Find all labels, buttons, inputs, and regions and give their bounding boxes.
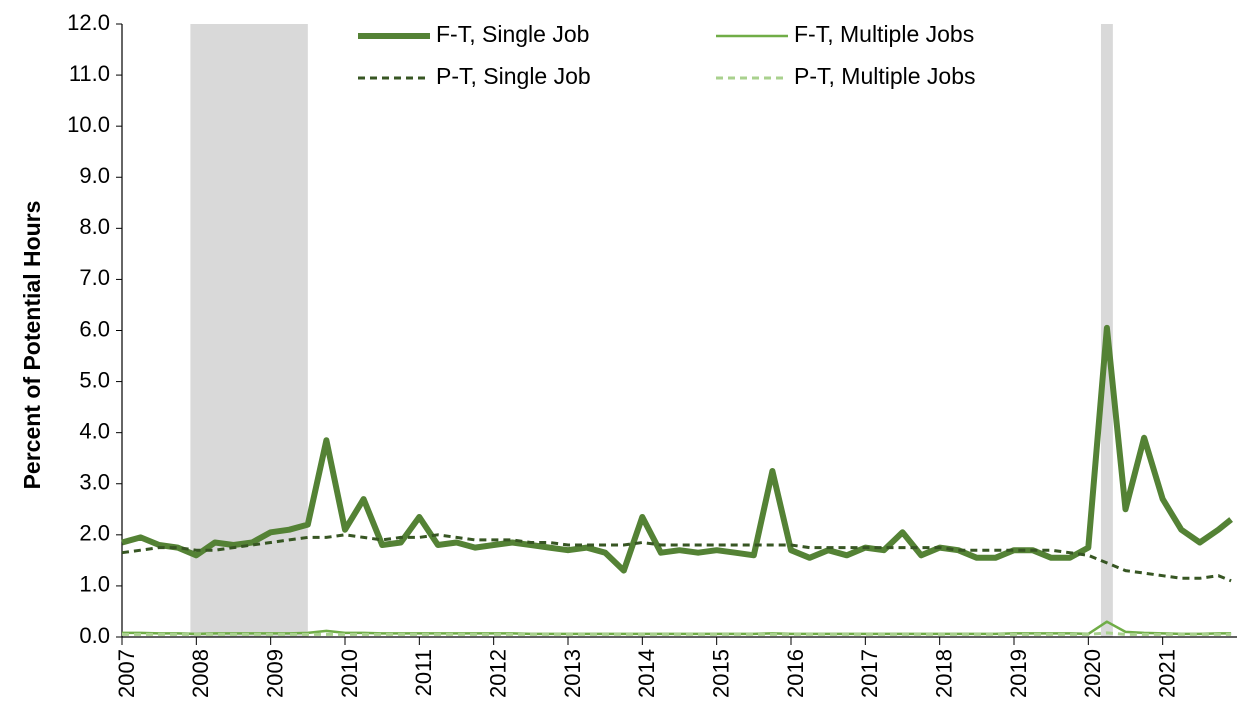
y-tick-label: 4.0	[79, 418, 110, 443]
x-tick-label: 2019	[1006, 649, 1031, 698]
y-tick-label: 3.0	[79, 470, 110, 495]
y-tick-label: 7.0	[79, 265, 110, 290]
y-tick-label: 0.0	[79, 623, 110, 648]
y-tick-label: 5.0	[79, 367, 110, 392]
x-tick-label: 2015	[708, 649, 733, 698]
x-tick-label: 2007	[114, 649, 139, 698]
y-tick-label: 8.0	[79, 214, 110, 239]
x-tick-label: 2012	[485, 649, 510, 698]
y-tick-label: 12.0	[67, 10, 110, 35]
y-tick-label: 11.0	[69, 61, 110, 86]
legend-label: P-T, Single Job	[436, 63, 591, 89]
x-tick-label: 2014	[634, 649, 659, 698]
recession-band	[190, 24, 308, 637]
y-tick-label: 2.0	[79, 521, 110, 546]
series-line	[122, 631, 1232, 636]
series-line	[121, 324, 1233, 574]
x-tick-label: 2021	[1154, 649, 1179, 698]
y-tick-label: 10.0	[67, 112, 110, 137]
y-tick-label: 1.0	[79, 572, 110, 597]
x-tick-label: 2009	[262, 649, 287, 698]
x-tick-label: 2017	[857, 649, 882, 698]
x-tick-label: 2010	[337, 649, 362, 698]
y-axis-label: Percent of Potential Hours	[19, 201, 45, 490]
x-tick-label: 2018	[931, 649, 956, 698]
x-tick-label: 2008	[188, 649, 213, 698]
x-tick-label: 2016	[783, 649, 808, 698]
y-tick-label: 9.0	[79, 163, 110, 188]
legend-label: P-T, Multiple Jobs	[794, 63, 976, 89]
x-tick-label: 2011	[411, 649, 436, 696]
y-tick-label: 6.0	[79, 316, 110, 341]
x-tick-label: 2013	[560, 649, 585, 698]
legend-label: F-T, Multiple Jobs	[794, 21, 974, 47]
x-tick-label: 2020	[1080, 649, 1105, 698]
legend-label: F-T, Single Job	[436, 21, 589, 47]
